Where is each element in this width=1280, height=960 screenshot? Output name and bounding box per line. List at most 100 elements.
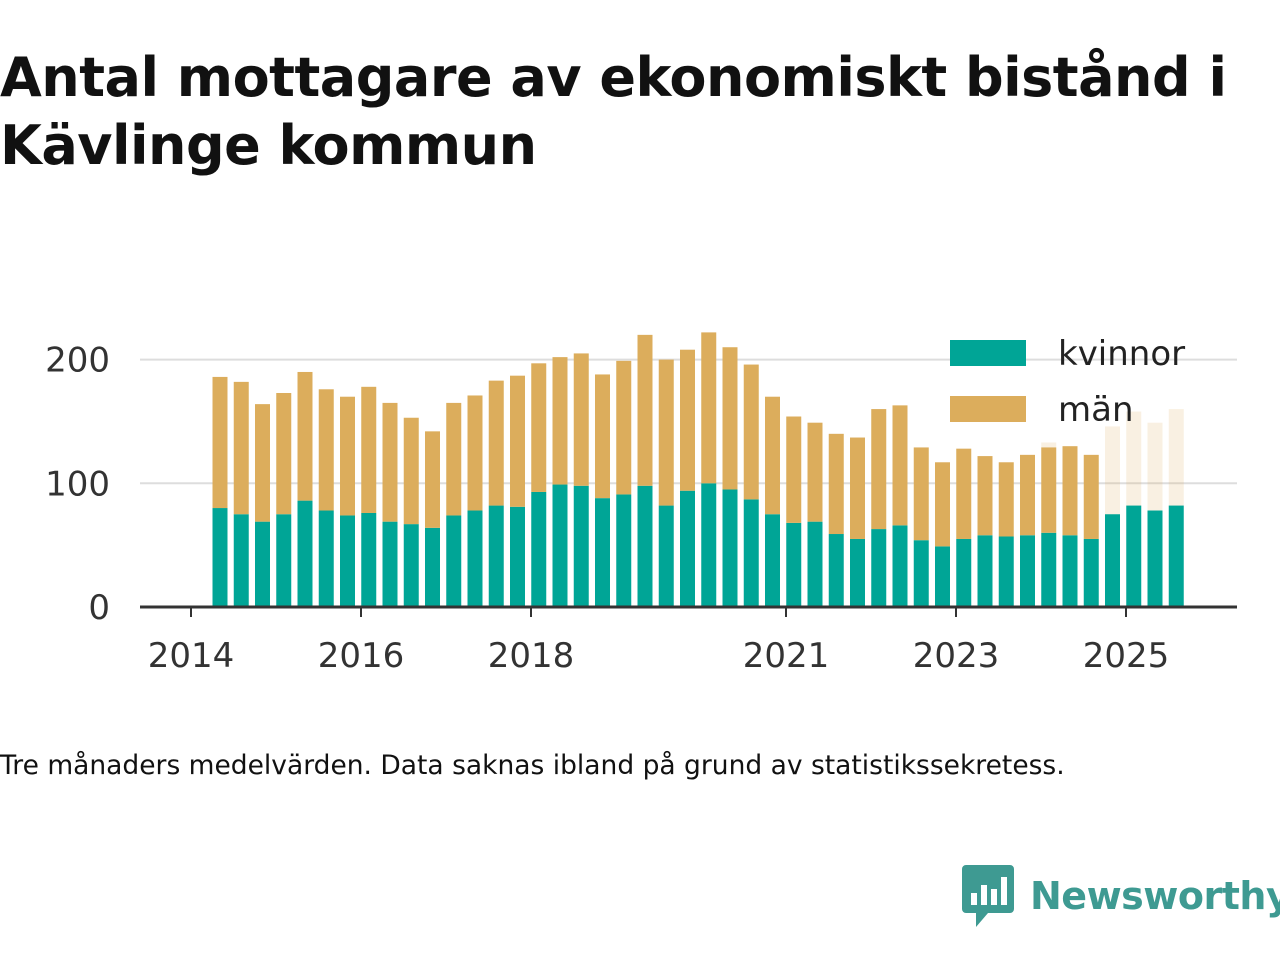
bar-kvinnor <box>977 535 993 607</box>
bar-man <box>743 364 759 500</box>
bar-man <box>318 389 334 511</box>
bar-man <box>340 396 355 516</box>
bar-kvinnor <box>637 485 653 607</box>
bar-man <box>1083 454 1099 539</box>
bar-kvinnor <box>1020 535 1035 607</box>
legend: kvinnor män <box>950 334 1185 430</box>
bars <box>212 332 1184 607</box>
legend-label-man: män <box>1058 390 1134 430</box>
bar-man <box>871 409 887 530</box>
bar-man <box>595 374 610 499</box>
bar-man <box>255 404 270 522</box>
bar-man <box>510 375 525 507</box>
bar-kvinnor <box>743 499 759 607</box>
bar-man <box>446 402 462 516</box>
bar-man <box>467 395 483 511</box>
legend-label-kvinnor: kvinnor <box>1058 334 1185 374</box>
x-tick-label: 2025 <box>1083 636 1170 676</box>
bar-kvinnor <box>786 522 802 607</box>
bar-man <box>892 405 908 526</box>
bar-kvinnor <box>255 521 270 607</box>
x-tick-label: 2016 <box>318 636 405 676</box>
bar-man <box>722 347 738 490</box>
bar-man <box>998 462 1014 537</box>
newsworthy-chart-bubble-icon <box>962 865 1014 927</box>
bar-man <box>1062 446 1078 536</box>
bar-missing-data <box>1168 409 1184 506</box>
bar-kvinnor <box>956 538 972 607</box>
bar-kvinnor <box>701 483 717 607</box>
x-tick-label: 2014 <box>148 636 235 676</box>
bar-man <box>403 417 419 525</box>
bar-man <box>573 353 589 486</box>
bar-kvinnor <box>871 529 887 607</box>
bar-kvinnor <box>658 505 674 607</box>
bar-kvinnor <box>318 510 334 607</box>
bar-man <box>765 396 780 515</box>
bar-kvinnor <box>913 540 929 607</box>
bar-kvinnor <box>1083 538 1099 607</box>
bar-man <box>701 332 717 484</box>
bar-kvinnor <box>531 491 547 607</box>
bar-kvinnor <box>998 536 1014 607</box>
bar-man <box>425 431 440 528</box>
bar-man <box>680 349 695 491</box>
bar-kvinnor <box>892 525 908 607</box>
bar-kvinnor <box>1105 514 1120 607</box>
bar-man <box>1020 454 1035 536</box>
bar-kvinnor <box>850 538 865 607</box>
bar-kvinnor <box>212 508 228 607</box>
bar-kvinnor <box>446 515 462 607</box>
bar-man <box>552 357 568 485</box>
bar-kvinnor <box>510 506 525 607</box>
bar-man <box>786 416 802 523</box>
bar-kvinnor <box>425 527 440 607</box>
bar-man <box>828 433 844 535</box>
bar-man <box>956 448 972 539</box>
bar-kvinnor <box>680 490 695 607</box>
y-tick-label: 0 <box>88 588 110 628</box>
bar-man <box>488 380 504 506</box>
x-tick-label: 2018 <box>488 636 575 676</box>
bar-kvinnor <box>403 524 419 607</box>
bar-man <box>807 422 823 522</box>
bar-kvinnor <box>361 512 377 607</box>
bar-kvinnor <box>807 521 823 607</box>
y-tick-label: 100 <box>45 464 110 504</box>
bar-kvinnor <box>382 521 398 607</box>
brand-name: Newsworthy <box>1030 874 1280 918</box>
bar-man <box>637 334 653 486</box>
bar-kvinnor <box>1126 505 1142 607</box>
chart-caption: Tre månaders medelvärden. Data saknas ib… <box>0 750 1065 781</box>
bar-kvinnor <box>1147 510 1163 607</box>
bar-missing-data <box>1147 422 1163 511</box>
bar-man <box>233 381 249 515</box>
bar-man <box>913 447 929 541</box>
bar-kvinnor <box>340 515 355 607</box>
x-tick-label: 2021 <box>743 636 830 676</box>
x-tick-label: 2023 <box>913 636 1000 676</box>
bar-man <box>361 386 377 513</box>
bar-man <box>935 462 950 547</box>
bar-kvinnor <box>1062 535 1078 607</box>
bar-man <box>850 437 865 539</box>
bar-man <box>382 402 398 522</box>
bar-kvinnor <box>722 489 738 607</box>
chart-title: Antal mottagare av ekonomiskt bistånd i … <box>0 46 1227 177</box>
bar-man <box>297 371 313 501</box>
bar-kvinnor <box>276 514 292 607</box>
bar-man <box>616 360 632 495</box>
bar-kvinnor <box>616 494 632 607</box>
newsworthy-logo: Newsworthy <box>962 864 1280 928</box>
bar-kvinnor <box>488 505 504 607</box>
bar-kvinnor <box>595 498 610 607</box>
bar-kvinnor <box>935 546 950 607</box>
bar-man <box>1041 447 1057 533</box>
bar-man <box>658 359 674 506</box>
bar-missing-data <box>1041 442 1057 448</box>
bar-man <box>531 363 547 492</box>
axes: 0 100 200 2014 2016 2018 2021 2023 2025 <box>45 341 1237 676</box>
bar-kvinnor <box>467 510 483 607</box>
bar-kvinnor <box>828 534 844 607</box>
